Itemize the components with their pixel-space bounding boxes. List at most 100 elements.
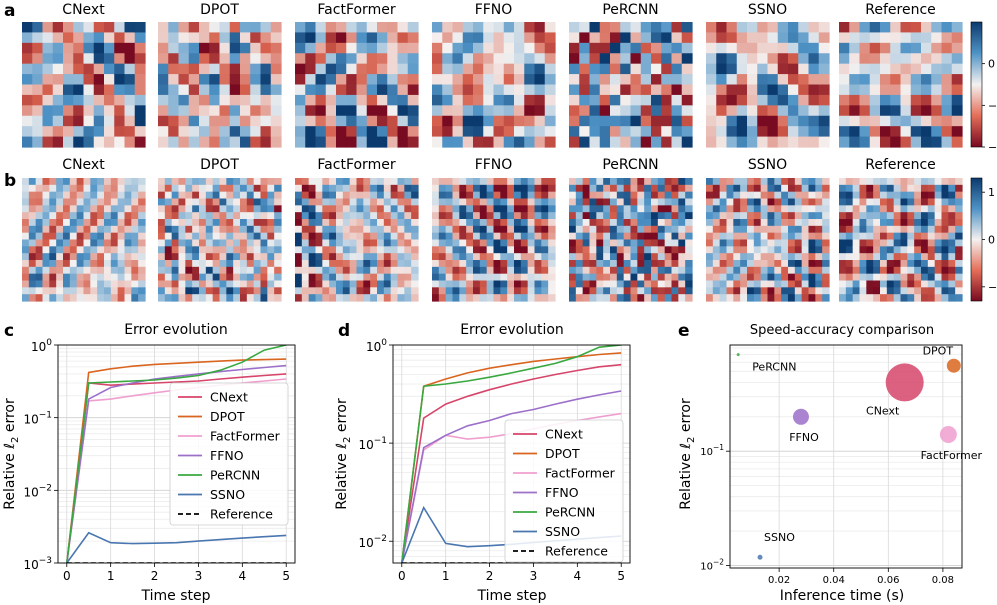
colorbar-tick-b-0: 1 bbox=[988, 186, 995, 199]
y-tick-c-1: 10−1 bbox=[23, 411, 52, 427]
series-line-c-dpot bbox=[66, 358, 287, 563]
chart-panels: 0 1 2 3 4 5 100 10−1 10−2 10−3 CNext DPOT FactFormer… bbox=[23, 338, 982, 586]
series-line-d-cnext bbox=[401, 363, 622, 563]
scatter-label-dpot: DPOT bbox=[923, 345, 954, 358]
y-axis-label-c: Relative ℓ2 error bbox=[2, 398, 21, 510]
field-title-a-0: CNext bbox=[62, 2, 105, 18]
scatter-label-percnn: PeRCNN bbox=[752, 361, 796, 374]
panel-letter-b: b bbox=[4, 171, 16, 191]
x-tick-c-3: 3 bbox=[195, 569, 203, 583]
legend-label-c-cnext: CNext bbox=[210, 390, 248, 405]
scatter-label-cnext: CNext bbox=[866, 404, 900, 417]
field-title-a-5: SSNO bbox=[748, 2, 787, 18]
y-tick-d-1: 10−1 bbox=[358, 436, 387, 452]
line-chart-d: 0 1 2 3 4 5 100 10−1 10−2 CNext DPOT FactFormer FFNO… bbox=[358, 338, 631, 583]
legend-label-c-reference: Reference bbox=[210, 507, 273, 522]
scatter-point-dpot bbox=[946, 358, 961, 373]
y-tick-e-0: 10−1 bbox=[700, 443, 724, 458]
y-tick-c-3: 10−3 bbox=[23, 556, 52, 572]
legend-d: CNext DPOT FactFormer FFNO PeRCNN SSNO Referen… bbox=[504, 419, 624, 563]
scatter-point-ffno bbox=[792, 408, 809, 425]
x-tick-d-1: 1 bbox=[442, 569, 450, 583]
x-tick-d-5: 5 bbox=[617, 569, 625, 583]
x-tick-d-0: 0 bbox=[398, 569, 406, 583]
panel-letter-c: c bbox=[4, 321, 14, 341]
x-tick-c-0: 0 bbox=[63, 569, 71, 583]
field-title-a-1: DPOT bbox=[200, 2, 239, 18]
x-axis-label-d: Time step bbox=[477, 588, 547, 604]
chart-title-c: Error evolution bbox=[124, 322, 228, 338]
y-tick-d-0: 100 bbox=[366, 338, 387, 354]
scatter-label-ssno: SSNO bbox=[764, 531, 795, 544]
plot-frame-c bbox=[57, 344, 296, 564]
legend-label-d-factformer: FactFormer bbox=[545, 466, 616, 481]
series-line-d-percnn bbox=[401, 345, 622, 563]
panel-letter-a: a bbox=[4, 1, 15, 21]
field-tile-b-factformer bbox=[295, 178, 419, 302]
x-tick-c-4: 4 bbox=[239, 569, 247, 583]
x-tick-d-2: 2 bbox=[486, 569, 494, 583]
field-tile-a-dpot bbox=[158, 22, 282, 148]
panel-letter-d: d bbox=[338, 321, 350, 341]
series-group-c bbox=[66, 345, 287, 563]
legend-label-d-dpot: DPOT bbox=[545, 446, 580, 461]
field-title-a-2: FactFormer bbox=[317, 2, 395, 18]
x-tick-e-0.08: 0.08 bbox=[932, 575, 954, 586]
legend-label-d-ffno: FFNO bbox=[545, 485, 579, 500]
colorbar-tick-a-0: 0 bbox=[988, 58, 995, 71]
field-title-a-3: FFNO bbox=[475, 2, 513, 18]
x-tick-d-3: 3 bbox=[530, 569, 538, 583]
field-title-a-4: PeRCNN bbox=[602, 2, 658, 18]
field-tile-a-cnext bbox=[22, 22, 146, 148]
colorbar-a: 0 −2 −4 bbox=[970, 21, 997, 154]
scatter-point-ssno bbox=[757, 554, 763, 560]
legend-label-c-dpot: DPOT bbox=[210, 409, 245, 424]
legend-label-d-percnn: PeRCNN bbox=[545, 505, 595, 520]
plot-frame-e bbox=[729, 344, 963, 569]
series-line-d-dpot bbox=[401, 352, 622, 563]
field-tile-b-percnn bbox=[569, 178, 693, 302]
x-tick-e-0.06: 0.06 bbox=[877, 575, 899, 586]
x-tick-e-0.02: 0.02 bbox=[768, 575, 790, 586]
series-line-c-ffno bbox=[66, 364, 287, 563]
colorbar-tick-b-1: 0 bbox=[988, 234, 995, 247]
field-tile-a-reference bbox=[839, 22, 963, 148]
y-tick-c-2: 10−2 bbox=[23, 483, 52, 499]
field-title-a-6: Reference bbox=[865, 2, 936, 18]
field-panels: CNext DPOT FactFormer FFNO PeRCNN SSNO Referen… bbox=[22, 2, 997, 302]
field-title-b-1: DPOT bbox=[200, 157, 239, 173]
colorbar-tick-b-2: −1 bbox=[988, 281, 997, 294]
legend-label-c-factformer: FactFormer bbox=[210, 429, 281, 444]
field-tile-a-factformer bbox=[295, 22, 419, 148]
field-tile-b-dpot bbox=[158, 178, 282, 302]
x-tick-c-1: 1 bbox=[107, 569, 115, 583]
chart-title-e: Speed-accuracy comparison bbox=[750, 323, 934, 338]
x-tick-e-0.04: 0.04 bbox=[823, 575, 845, 586]
x-tick-c-2: 2 bbox=[151, 569, 159, 583]
y-tick-e-1: 10−2 bbox=[700, 557, 724, 572]
series-line-c-ssno bbox=[66, 531, 287, 563]
x-tick-c-5: 5 bbox=[282, 569, 290, 583]
line-chart-c: 0 1 2 3 4 5 100 10−1 10−2 10−3 CNext DPOT FactFormer… bbox=[23, 338, 296, 583]
x-axis-label-e: Inference time (s) bbox=[780, 588, 905, 604]
colorbar-b: 1 0 −1 bbox=[970, 177, 997, 302]
legend-label-c-ffno: FFNO bbox=[210, 448, 244, 463]
panel-letter-e: e bbox=[678, 321, 690, 341]
colorbar-tick-a-1: −2 bbox=[988, 99, 997, 112]
legend-label-d-ssno: SSNO bbox=[545, 524, 580, 539]
legend-label-c-ssno: SSNO bbox=[210, 487, 245, 502]
field-title-b-3: FFNO bbox=[475, 157, 513, 173]
series-line-c-percnn bbox=[66, 345, 287, 563]
field-tile-a-ffno bbox=[432, 22, 556, 148]
legend-label-c-percnn: PeRCNN bbox=[210, 468, 260, 483]
x-tick-d-4: 4 bbox=[574, 569, 582, 583]
field-title-b-4: PeRCNN bbox=[602, 157, 658, 173]
series-line-d-ffno bbox=[401, 390, 622, 563]
scatter-point-cnext bbox=[885, 363, 924, 402]
field-tile-b-ffno bbox=[432, 178, 556, 302]
field-tile-b-cnext bbox=[22, 178, 146, 302]
field-title-b-6: Reference bbox=[865, 157, 936, 173]
scatter-label-factformer: FactFormer bbox=[921, 449, 983, 462]
scatter-chart-e: 0.02 0.04 0.06 0.08 10−1 10−2 PeRCNN DPOT CNext F… bbox=[700, 344, 983, 586]
